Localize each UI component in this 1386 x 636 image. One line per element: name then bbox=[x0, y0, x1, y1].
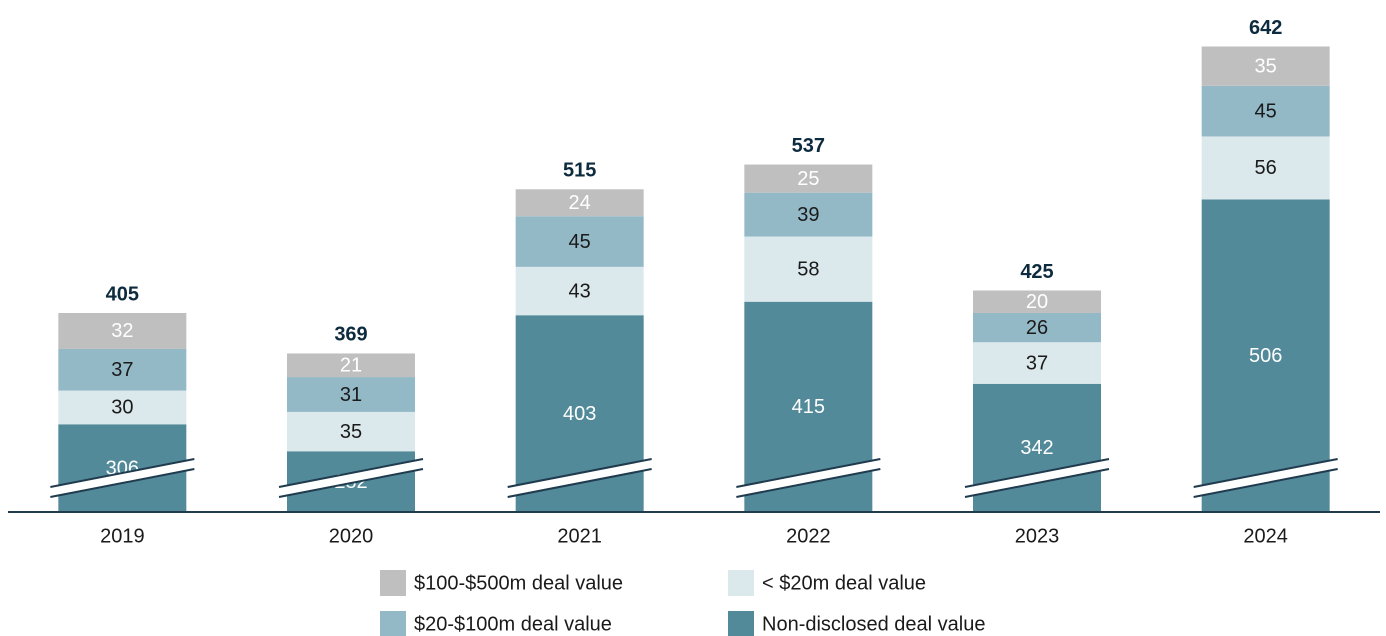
value-label: 37 bbox=[1026, 352, 1048, 374]
legend-swatch bbox=[728, 570, 754, 596]
axis-break bbox=[1193, 459, 1338, 497]
total-label: 515 bbox=[563, 160, 596, 182]
value-label: 39 bbox=[797, 204, 819, 226]
bar-segment bbox=[287, 377, 415, 412]
total-label: 405 bbox=[106, 283, 139, 305]
value-label: 26 bbox=[1026, 317, 1048, 339]
value-label: 32 bbox=[111, 320, 133, 342]
legend-label: $100-$500m deal value bbox=[414, 572, 623, 594]
total-label: 537 bbox=[792, 135, 825, 157]
x-tick-label: 2021 bbox=[557, 525, 602, 547]
bar-segment bbox=[515, 216, 644, 267]
value-label: 21 bbox=[340, 355, 362, 377]
axis-break bbox=[965, 459, 1109, 497]
legend-label: < $20m deal value bbox=[762, 572, 926, 594]
bar-segment bbox=[744, 236, 873, 302]
bar-segment bbox=[58, 312, 187, 349]
axis-break-line bbox=[736, 458, 881, 488]
x-tick-label: 2023 bbox=[1015, 525, 1060, 547]
bar-segment bbox=[973, 312, 1101, 343]
axis-break-line bbox=[507, 458, 652, 488]
axis-break-line bbox=[507, 468, 652, 498]
legend-label: $20-$100m deal value bbox=[414, 613, 612, 635]
legend-label: Non-disclosed deal value bbox=[762, 613, 985, 635]
total-label: 642 bbox=[1249, 17, 1282, 39]
value-label: 35 bbox=[1255, 55, 1277, 77]
value-label: 506 bbox=[1249, 345, 1282, 367]
bar-segment bbox=[1201, 199, 1330, 513]
axis-break bbox=[736, 459, 881, 497]
value-label: 403 bbox=[563, 403, 596, 425]
bar-segment bbox=[973, 290, 1101, 313]
axis-break-line bbox=[278, 468, 424, 498]
axis-break-line bbox=[1193, 458, 1338, 488]
legend-swatch bbox=[380, 611, 406, 636]
value-label: 45 bbox=[569, 231, 591, 253]
legend-swatch bbox=[728, 611, 754, 636]
value-label: 35 bbox=[340, 421, 362, 443]
x-tick-label: 2020 bbox=[329, 525, 374, 547]
value-label: 58 bbox=[797, 258, 819, 280]
value-label: 43 bbox=[569, 280, 591, 302]
axis-break-line bbox=[50, 458, 195, 488]
bar-segment bbox=[973, 342, 1101, 384]
bar-segment bbox=[1201, 136, 1330, 200]
axis-break-line bbox=[964, 458, 1110, 488]
axis-break-line bbox=[736, 468, 881, 498]
bar-segment bbox=[287, 353, 415, 378]
axis-break-line bbox=[964, 468, 1110, 498]
value-label: 37 bbox=[111, 359, 133, 381]
bar-segment bbox=[515, 266, 644, 316]
axis-break-line bbox=[278, 458, 424, 488]
value-label: 415 bbox=[792, 396, 825, 418]
x-tick-label: 2024 bbox=[1243, 525, 1288, 547]
bar-segment bbox=[58, 348, 187, 391]
value-label: 30 bbox=[111, 397, 133, 419]
axis-break-line bbox=[1193, 468, 1338, 498]
value-label: 56 bbox=[1255, 157, 1277, 179]
x-tick-label: 2022 bbox=[786, 525, 831, 547]
legend-swatch bbox=[380, 570, 406, 596]
axis-break bbox=[279, 459, 423, 497]
bar-segment bbox=[744, 164, 873, 193]
bar-segment bbox=[1201, 85, 1330, 137]
axis-break bbox=[507, 459, 652, 497]
axis-break-line bbox=[50, 468, 195, 498]
value-label: 45 bbox=[1255, 100, 1277, 122]
total-label: 369 bbox=[334, 324, 367, 346]
value-label: 31 bbox=[340, 384, 362, 406]
value-label: 25 bbox=[797, 168, 819, 190]
bar-segment bbox=[744, 192, 873, 237]
bar-segment bbox=[1201, 46, 1330, 86]
bar-segment bbox=[515, 189, 644, 217]
value-label: 20 bbox=[1026, 291, 1048, 313]
bar-segment bbox=[287, 411, 415, 452]
value-label: 24 bbox=[569, 192, 591, 214]
bar-segment bbox=[58, 390, 187, 425]
axis-break bbox=[50, 459, 195, 497]
x-tick-label: 2019 bbox=[100, 525, 145, 547]
total-label: 425 bbox=[1020, 261, 1053, 283]
value-label: 342 bbox=[1020, 437, 1053, 459]
